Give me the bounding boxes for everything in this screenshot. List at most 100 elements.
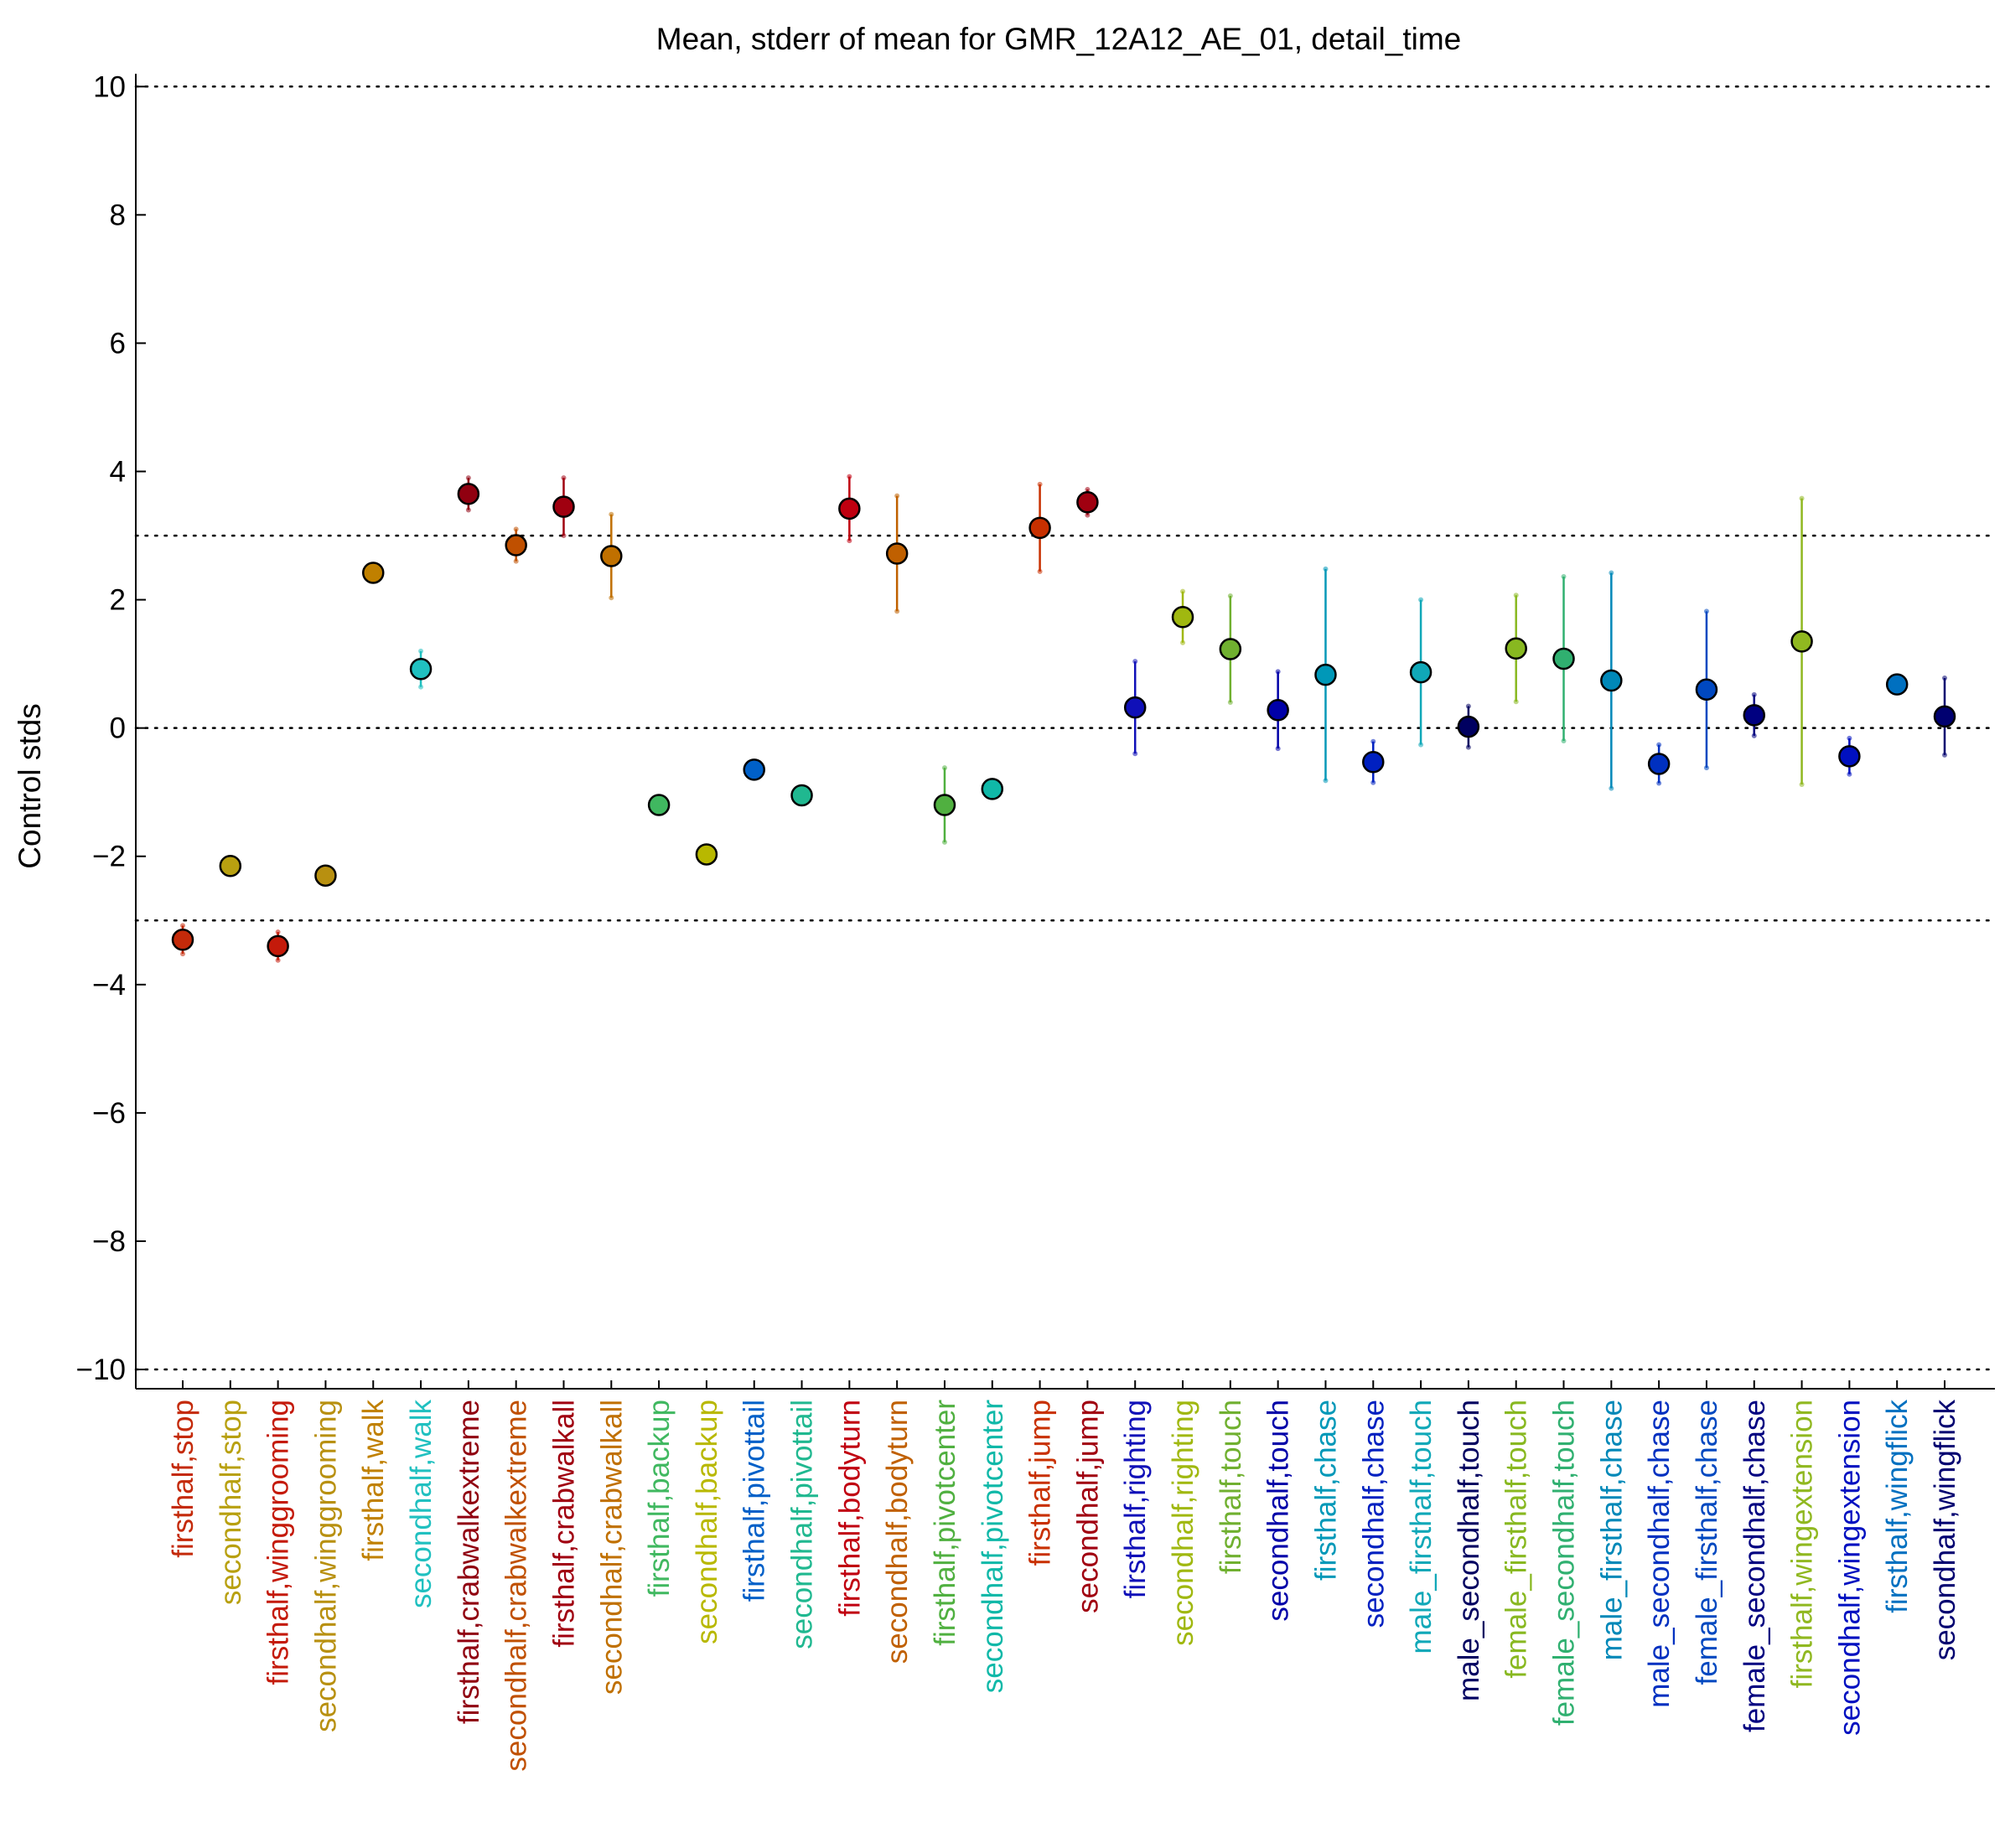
x-tick-label: secondhalf,crabwalkextreme	[500, 1400, 533, 1772]
data-point	[219, 854, 242, 877]
error-bar-cap	[465, 475, 471, 481]
data-point	[838, 497, 861, 520]
error-bar-cap	[609, 595, 614, 601]
data-point	[1933, 705, 1956, 728]
error-bar-cap	[1561, 738, 1567, 743]
y-tick-label: 0	[110, 712, 126, 745]
y-tick-label: −6	[92, 1097, 126, 1130]
data-point	[743, 758, 765, 781]
error-bar-cap	[1513, 699, 1519, 705]
x-tick-label: secondhalf,bodyturn	[881, 1400, 914, 1664]
x-axis-ticks: firsthalf,stop secondhalf,stop firsthalf,w…	[167, 1380, 1961, 1772]
y-tick-label: 8	[110, 199, 126, 231]
data-point	[505, 534, 527, 556]
x-tick-label: secondhalf,wingflick	[1929, 1400, 1961, 1661]
data-point	[1267, 698, 1289, 722]
data-point	[695, 843, 718, 866]
error-bar-cap	[941, 839, 947, 845]
data-point	[933, 794, 956, 816]
x-tick-label: firsthalf,stop	[167, 1400, 199, 1558]
data-point	[600, 545, 623, 567]
x-tick-label: firsthalf,winggrooming	[262, 1400, 295, 1685]
data-point	[1647, 753, 1671, 775]
error-bar-cap	[1085, 486, 1091, 492]
y-tick-label: 10	[93, 70, 126, 103]
error-bar-cap	[1656, 780, 1662, 786]
data-point	[790, 784, 813, 807]
y-tick-label: −10	[76, 1354, 126, 1386]
x-tick-label: firsthalf,wingflick	[1881, 1400, 1914, 1613]
x-tick-label: secondhalf,righting	[1167, 1400, 1199, 1646]
x-tick-label: female_secondhalf,chase	[1738, 1400, 1771, 1732]
data-point	[1743, 704, 1766, 727]
x-tick-label: female_firsthalf,chase	[1691, 1400, 1723, 1685]
error-bar-cap	[275, 929, 281, 935]
error-bar-cap	[1418, 742, 1424, 748]
error-bar-cap	[275, 957, 281, 963]
error-bar-cap	[847, 474, 852, 479]
y-tick-label: 4	[110, 456, 126, 489]
error-bar-cap	[941, 765, 947, 771]
x-tick-label: firsthalf,bodyturn	[833, 1400, 866, 1617]
x-tick-label: male_firsthalf,chase	[1595, 1400, 1628, 1660]
error-bar-cap	[1847, 735, 1852, 741]
x-tick-label: female_secondhalf,touch	[1548, 1400, 1581, 1726]
error-bar-cap	[1275, 746, 1281, 752]
y-axis-ticks: −10 −8 −6 −4 −2 0 2 4 6 8 10	[76, 70, 146, 1386]
data-point	[1600, 669, 1623, 692]
error-bar-cap	[1037, 481, 1043, 487]
data-point	[1695, 678, 1718, 701]
chart-title: Mean, stderr of mean for GMR_12A12_AE_01…	[656, 22, 1461, 56]
error-bar-cap	[513, 526, 519, 532]
error-bar-cap	[1799, 782, 1805, 788]
y-tick-label: 2	[110, 584, 126, 617]
error-bar-cap	[1180, 588, 1186, 594]
data-point	[1314, 663, 1337, 686]
error-bar-cap	[1323, 566, 1329, 572]
y-tick-label: 6	[110, 327, 126, 360]
x-tick-label: firsthalf,touch	[1215, 1400, 1247, 1574]
error-bar-cap	[418, 684, 424, 690]
x-tick-label: female_firsthalf,touch	[1500, 1400, 1533, 1679]
data-point	[409, 658, 433, 681]
x-tick-label: secondhalf,crabwalkall	[595, 1400, 628, 1695]
error-bar-cap	[1465, 744, 1471, 750]
x-tick-label: firsthalf,pivottail	[738, 1400, 771, 1602]
error-bar-cap	[1847, 771, 1852, 777]
axes	[135, 74, 1995, 1390]
x-tick-label: secondhalf,pivotcenter	[977, 1400, 1009, 1694]
error-bar-cap	[1227, 700, 1233, 706]
error-bar-cap	[561, 533, 567, 539]
x-tick-label: secondhalf,backup	[691, 1400, 723, 1644]
error-bar-cap	[1656, 742, 1662, 748]
x-tick-label: male_secondhalf,touch	[1453, 1400, 1485, 1701]
data-point	[1552, 647, 1575, 670]
error-bar-cap	[180, 923, 185, 929]
x-tick-label: secondhalf,winggrooming	[309, 1400, 342, 1732]
data-point	[1171, 606, 1194, 629]
error-bar-cap	[1799, 495, 1805, 501]
data-point	[647, 794, 671, 816]
x-tick-label: firsthalf,crabwalkall	[547, 1400, 580, 1648]
error-bar-cap	[1561, 574, 1567, 580]
x-tick-label: secondhalf,wingextension	[1833, 1400, 1866, 1736]
y-axis-label: Control stds	[13, 703, 47, 868]
error-bar-cap	[513, 558, 519, 564]
error-bar-cap	[1085, 512, 1091, 518]
y-tick-label: −4	[92, 969, 126, 1002]
x-tick-label: firsthalf,backup	[643, 1400, 676, 1597]
error-bar-cap	[1132, 659, 1138, 665]
x-tick-label: firsthalf,chase	[1309, 1400, 1342, 1581]
data-point	[171, 928, 194, 951]
data-point	[1838, 745, 1861, 768]
x-tick-label: secondhalf,chase	[1357, 1400, 1390, 1628]
x-tick-label: firsthalf,wingextension	[1786, 1400, 1819, 1688]
data-point	[552, 495, 575, 518]
data-point	[1790, 630, 1813, 653]
error-bar-cap	[1942, 675, 1947, 681]
error-bar-cap	[180, 951, 185, 957]
x-tick-label: secondhalf,walk	[405, 1400, 438, 1609]
error-bars	[180, 474, 1947, 963]
data-point	[361, 562, 385, 584]
error-bar-cap	[1037, 568, 1043, 574]
